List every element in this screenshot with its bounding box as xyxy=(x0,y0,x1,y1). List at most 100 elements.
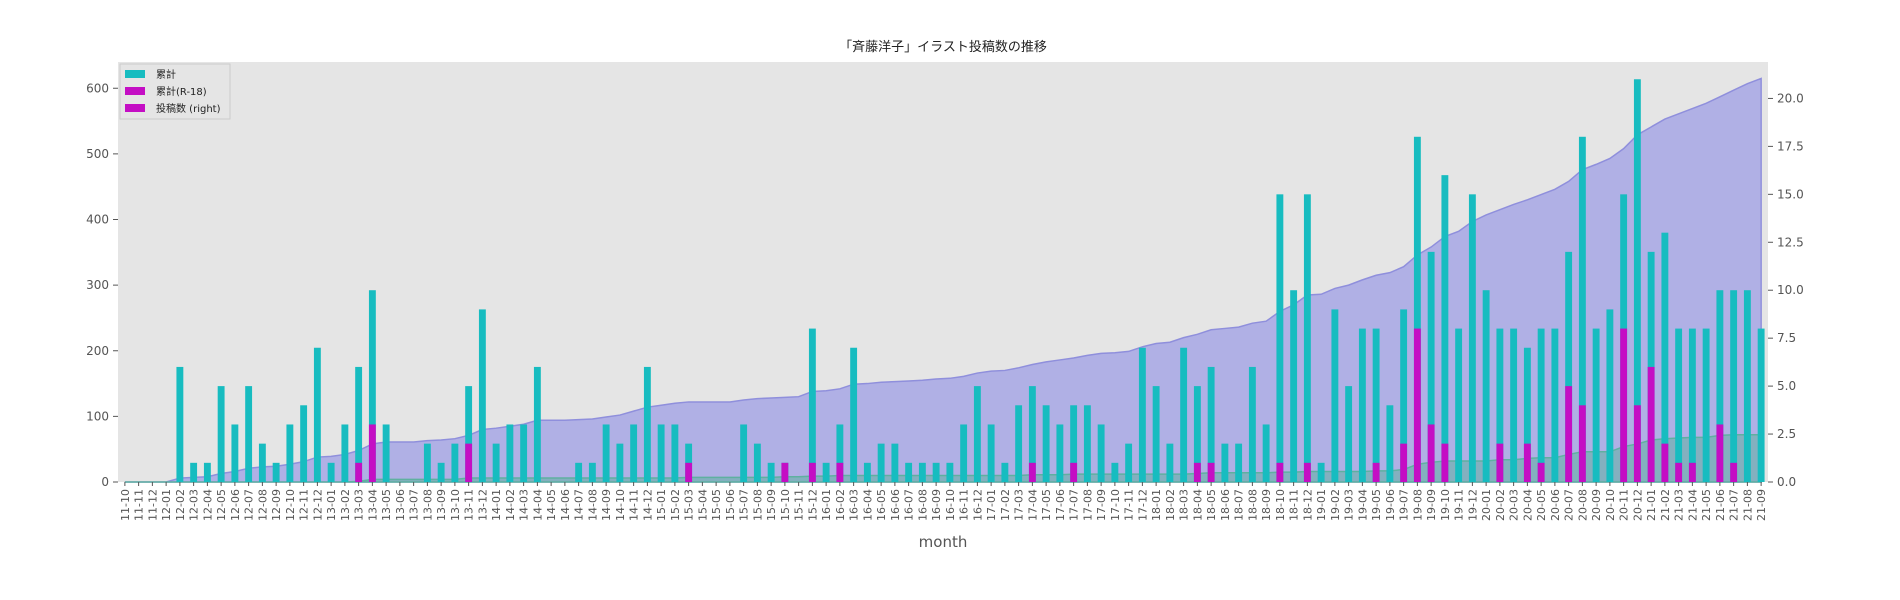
bar-0-12-08 xyxy=(258,443,266,482)
bar-0-12-09 xyxy=(272,462,280,482)
xtick-label-19-10: 19-10 xyxy=(1439,489,1452,521)
bar-1-21-02 xyxy=(1661,443,1669,482)
xtick-label-20-03: 20-03 xyxy=(1508,489,1521,521)
xtick-label-13-09: 13-09 xyxy=(435,489,448,521)
xtick-label-16-02: 16-02 xyxy=(834,489,847,521)
bar-0-19-01 xyxy=(1317,462,1325,482)
bar-1-18-05 xyxy=(1207,462,1215,482)
ytick-label-right-10.0: 10.0 xyxy=(1777,283,1804,297)
bar-0-18-05 xyxy=(1207,366,1215,482)
xtick-label-18-02: 18-02 xyxy=(1164,489,1177,521)
bar-0-14-09 xyxy=(602,424,610,482)
bar-1-13-11 xyxy=(465,443,473,482)
y-axis-right: 0.0 2.5 5.0 7.5 10.0 12.5 15.0 17.5 20.0 xyxy=(1768,91,1804,489)
xtick-label-19-04: 19-04 xyxy=(1356,489,1369,521)
xtick-label-19-02: 19-02 xyxy=(1329,489,1342,521)
bar-1-19-07 xyxy=(1400,443,1408,482)
bar-0-16-08 xyxy=(918,462,926,482)
xtick-label-21-07: 21-07 xyxy=(1728,489,1741,521)
xtick-label-20-12: 20-12 xyxy=(1631,489,1644,521)
xtick-label-15-10: 15-10 xyxy=(779,489,792,521)
xtick-label-17-08: 17-08 xyxy=(1081,489,1094,521)
bar-0-21-04 xyxy=(1688,328,1696,482)
ytick-label-right-17.5: 17.5 xyxy=(1777,139,1804,153)
xtick-label-20-05: 20-05 xyxy=(1535,489,1548,521)
ytick-label-left-500: 500 xyxy=(86,147,109,161)
xtick-label-15-01: 15-01 xyxy=(655,489,668,521)
bar-0-12-06 xyxy=(231,424,239,482)
bar-0-14-12 xyxy=(643,366,651,482)
xtick-label-14-10: 14-10 xyxy=(614,489,627,521)
bar-0-12-11 xyxy=(300,405,308,482)
ytick-label-left-300: 300 xyxy=(86,278,109,292)
xtick-label-21-09: 21-09 xyxy=(1755,489,1768,521)
x-axis: 11-10 11-11 11-12 12-01 12-02 12-03 12-04 12-05… xyxy=(119,482,1768,521)
xtick-label-19-07: 19-07 xyxy=(1398,489,1411,521)
xtick-label-18-05: 18-05 xyxy=(1205,489,1218,521)
bar-1-20-02 xyxy=(1496,443,1504,482)
bar-0-13-10 xyxy=(451,443,459,482)
bar-1-18-10 xyxy=(1276,462,1284,482)
bar-0-16-05 xyxy=(877,443,885,482)
xtick-label-15-04: 15-04 xyxy=(696,489,709,521)
bar-0-15-08 xyxy=(753,443,761,482)
bar-1-21-03 xyxy=(1675,462,1683,482)
xtick-label-19-05: 19-05 xyxy=(1370,489,1383,521)
bar-0-13-02 xyxy=(341,424,349,482)
bar-0-18-10 xyxy=(1276,194,1284,482)
xtick-label-12-08: 12-08 xyxy=(256,489,269,521)
bar-0-20-03 xyxy=(1510,328,1518,482)
legend-swatch-1 xyxy=(125,87,145,95)
xtick-label-14-11: 14-11 xyxy=(628,489,641,521)
bar-0-21-02 xyxy=(1661,232,1669,482)
xtick-label-13-04: 13-04 xyxy=(366,489,379,521)
bar-1-13-03 xyxy=(355,462,363,482)
bar-0-17-03 xyxy=(1015,405,1023,482)
bar-1-15-12 xyxy=(808,462,816,482)
bar-0-17-05 xyxy=(1042,405,1050,482)
xtick-label-12-10: 12-10 xyxy=(284,489,297,521)
xtick-label-19-09: 19-09 xyxy=(1425,489,1438,521)
bar-0-14-03 xyxy=(520,424,528,482)
xtick-label-17-12: 17-12 xyxy=(1136,489,1149,521)
xtick-label-20-07: 20-07 xyxy=(1563,489,1576,521)
bar-1-19-10 xyxy=(1441,443,1449,482)
xtick-label-12-06: 12-06 xyxy=(229,489,242,521)
ytick-label-left-200: 200 xyxy=(86,344,109,358)
xtick-label-12-03: 12-03 xyxy=(188,489,201,521)
xtick-label-15-07: 15-07 xyxy=(738,489,751,521)
xtick-label-15-06: 15-06 xyxy=(724,489,737,521)
area-series-0 xyxy=(124,77,1762,483)
xtick-label-11-11: 11-11 xyxy=(133,489,146,521)
xtick-label-21-02: 21-02 xyxy=(1659,489,1672,521)
xtick-label-12-11: 12-11 xyxy=(298,489,311,521)
xtick-label-19-12: 19-12 xyxy=(1466,489,1479,521)
xtick-label-12-05: 12-05 xyxy=(215,489,228,521)
xtick-label-20-04: 20-04 xyxy=(1521,489,1534,521)
bar-0-21-07 xyxy=(1730,290,1738,482)
bar-1-21-07 xyxy=(1730,462,1738,482)
bar-0-16-04 xyxy=(863,462,871,482)
bar-0-20-10 xyxy=(1606,309,1614,482)
bar-0-14-08 xyxy=(588,462,596,482)
bar-0-17-02 xyxy=(1001,462,1009,482)
legend-swatch-2 xyxy=(125,104,145,112)
bar-0-19-03 xyxy=(1345,386,1353,482)
xtick-label-19-06: 19-06 xyxy=(1384,489,1397,521)
bar-0-14-04 xyxy=(533,366,541,482)
xtick-label-18-07: 18-07 xyxy=(1233,489,1246,521)
bar-0-17-09 xyxy=(1097,424,1105,482)
bar-0-17-10 xyxy=(1111,462,1119,482)
bar-0-17-07 xyxy=(1070,405,1078,482)
bar-0-18-01 xyxy=(1152,386,1160,482)
xtick-label-14-09: 14-09 xyxy=(600,489,613,521)
xtick-label-16-03: 16-03 xyxy=(848,489,861,521)
bar-0-18-09 xyxy=(1262,424,1270,482)
bar-0-15-07 xyxy=(740,424,748,482)
xtick-label-19-11: 19-11 xyxy=(1453,489,1466,521)
bar-0-14-10 xyxy=(616,443,624,482)
bar-1-20-08 xyxy=(1578,405,1586,482)
xtick-label-17-02: 17-02 xyxy=(999,489,1012,521)
xtick-label-16-06: 16-06 xyxy=(889,489,902,521)
